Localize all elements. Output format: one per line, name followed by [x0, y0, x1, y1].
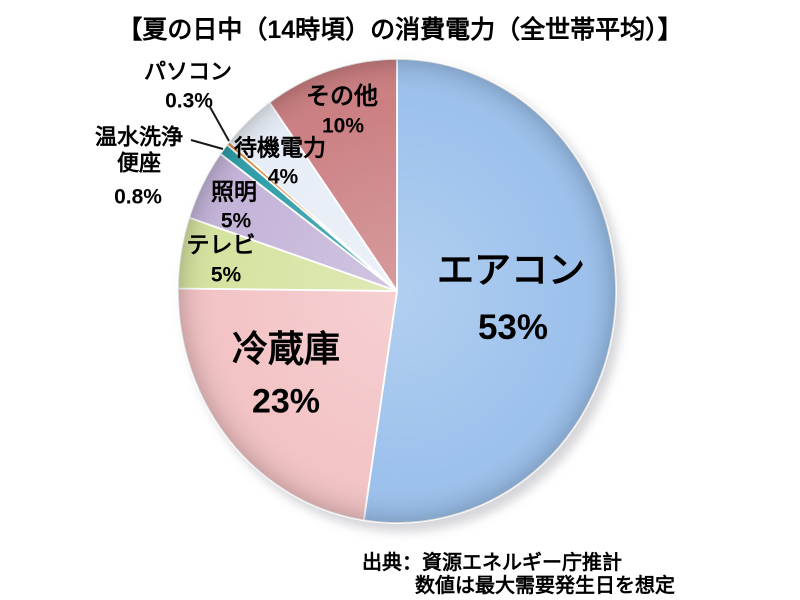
leader-line-pc	[209, 106, 230, 142]
slice-label-standby-power: 待機電力	[234, 134, 326, 161]
slice-value-tv: 5%	[210, 263, 242, 287]
source-note-line1: 出典：資源エネルギー庁推計	[362, 552, 622, 574]
slice-label-aircon: エアコン	[437, 249, 585, 291]
slice-label-others: その他	[306, 82, 378, 110]
source-note-line2: 数値は最大需要発生日を想定	[415, 575, 675, 597]
slice-value-pc: 0.3%	[165, 89, 213, 113]
slice-value-toilet-seat: 0.8%	[114, 185, 162, 209]
slice-value-refrigerator: 23%	[251, 382, 321, 421]
slice-value-aircon: 53%	[477, 307, 549, 347]
slice-value-standby-power: 4%	[267, 165, 299, 189]
chart-title: 【夏の日中（14時頃）の消費電力（全世帯平均）】	[117, 16, 683, 44]
slice-label-lighting: 照明	[211, 178, 257, 205]
slice-label-pc: パソコン	[143, 58, 233, 84]
slice-value-lighting: 5%	[220, 209, 252, 233]
slice-value-others: 10%	[321, 114, 365, 138]
leader-line-toilet	[190, 139, 224, 150]
slice-label-refrigerator: 冷蔵庫	[231, 328, 341, 370]
slice-label-toilet-seat: 温水洗浄便座	[94, 124, 183, 176]
slice-label-tv: テレビ	[186, 231, 256, 258]
